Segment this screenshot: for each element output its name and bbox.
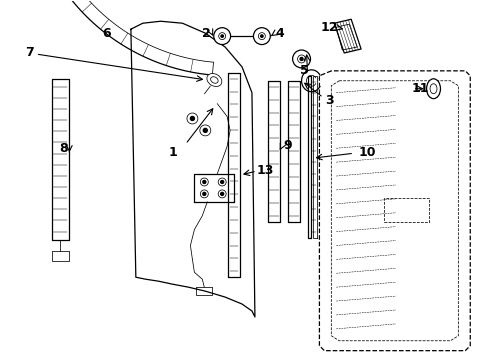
Text: 3: 3	[325, 94, 334, 107]
Circle shape	[300, 58, 303, 60]
Circle shape	[214, 28, 231, 45]
Ellipse shape	[427, 79, 441, 99]
Circle shape	[203, 129, 207, 132]
Ellipse shape	[207, 73, 222, 86]
Text: 6: 6	[102, 27, 110, 40]
Ellipse shape	[211, 77, 218, 83]
Text: 12: 12	[320, 21, 338, 34]
Ellipse shape	[430, 84, 437, 94]
Text: 5: 5	[300, 64, 309, 77]
Circle shape	[200, 178, 208, 186]
Text: 9: 9	[283, 139, 292, 152]
Circle shape	[297, 55, 306, 63]
Text: 4: 4	[275, 27, 284, 40]
Circle shape	[261, 35, 263, 37]
Circle shape	[253, 28, 270, 45]
Text: 10: 10	[358, 146, 376, 159]
Circle shape	[200, 190, 208, 198]
Text: 8: 8	[59, 142, 68, 155]
Circle shape	[219, 33, 226, 40]
Text: 1: 1	[168, 146, 177, 159]
Text: 13: 13	[256, 163, 273, 176]
Circle shape	[220, 180, 223, 184]
Circle shape	[221, 35, 223, 37]
Circle shape	[258, 33, 266, 40]
Circle shape	[218, 178, 226, 186]
Text: 2: 2	[202, 27, 211, 40]
Circle shape	[203, 192, 206, 195]
Text: 7: 7	[25, 46, 34, 59]
Circle shape	[200, 125, 211, 136]
Circle shape	[187, 113, 198, 124]
Circle shape	[293, 50, 311, 68]
Circle shape	[220, 192, 223, 195]
Circle shape	[218, 190, 226, 198]
Circle shape	[203, 180, 206, 184]
Text: 11: 11	[412, 82, 429, 95]
Circle shape	[191, 117, 195, 121]
